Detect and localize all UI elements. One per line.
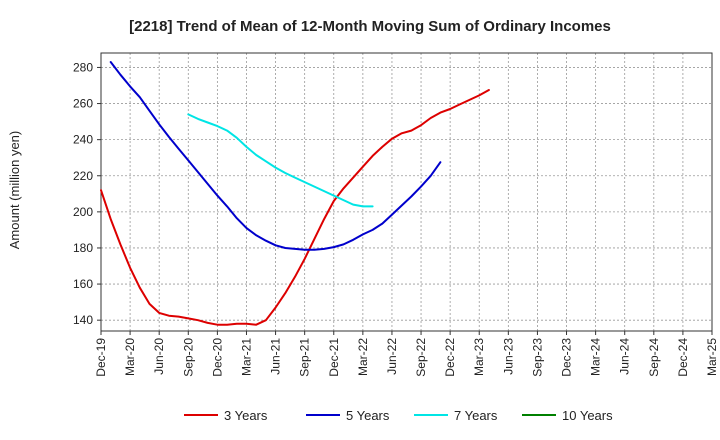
- x-tick-label: Mar-24: [589, 338, 603, 376]
- grid: [100, 53, 713, 331]
- x-tick-label: Mar-21: [239, 338, 253, 376]
- y-tick-label: 180: [73, 241, 93, 255]
- plot-frame: [100, 52, 713, 332]
- legend-label-3-years: 3 Years: [224, 408, 268, 423]
- x-tick-label: Mar-25: [705, 338, 719, 376]
- x-tick-label: Sep-23: [530, 338, 544, 377]
- chart-title: [2218] Trend of Mean of 12-Month Moving …: [129, 18, 611, 35]
- x-tick-label: Mar-23: [472, 338, 486, 376]
- series-lines: [100, 61, 490, 326]
- x-tick-label: Jun-22: [385, 338, 399, 375]
- x-tick-label: Sep-21: [298, 338, 312, 377]
- series-line-7-years: [187, 113, 374, 208]
- x-tick-label: Jun-20: [152, 338, 166, 375]
- series-line-3-years: [100, 89, 490, 326]
- y-tick-label: 240: [73, 133, 93, 147]
- x-tick-label: Sep-20: [181, 338, 195, 377]
- x-tick-label: Dec-23: [560, 338, 574, 377]
- x-tick-label: Jun-23: [501, 338, 515, 375]
- legend-label-7-years: 7 Years: [454, 408, 498, 423]
- x-tick-label: Dec-20: [210, 338, 224, 377]
- y-tick-label: 260: [73, 97, 93, 111]
- x-axis: Dec-19 Mar-20 Jun-20 Sep-20 Dec-20 Mar-21 Jun-…: [94, 331, 719, 377]
- y-tick-label: 140: [73, 313, 93, 327]
- x-tick-label: Jun-24: [618, 338, 632, 375]
- x-tick-label: Mar-22: [356, 338, 370, 376]
- x-tick-label: Mar-20: [123, 338, 137, 376]
- y-axis: 140 160 180 200 220 240 260 280: [73, 60, 101, 327]
- y-tick-label: 220: [73, 169, 93, 183]
- x-tick-label: Sep-24: [647, 338, 661, 377]
- y-tick-label: 160: [73, 277, 93, 291]
- x-tick-label: Jun-21: [269, 338, 283, 375]
- x-tick-label: Sep-22: [414, 338, 428, 377]
- y-tick-label: 200: [73, 205, 93, 219]
- x-tick-label: Dec-24: [676, 338, 690, 377]
- series-line-5-years: [109, 61, 442, 251]
- y-tick-label: 280: [73, 60, 93, 74]
- legend-label-5-years: 5 Years: [346, 408, 390, 423]
- x-tick-label: Dec-19: [94, 338, 108, 377]
- y-axis-label: Amount (million yen): [7, 131, 22, 250]
- legend: 3 Years 5 Years 7 Years 10 Years: [184, 408, 613, 423]
- x-tick-label: Dec-22: [443, 338, 457, 377]
- x-tick-label: Dec-21: [327, 338, 341, 377]
- legend-label-10-years: 10 Years: [562, 408, 613, 423]
